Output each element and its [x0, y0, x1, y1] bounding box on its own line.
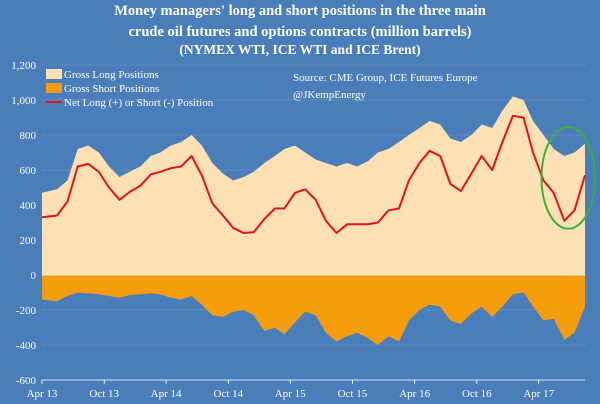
x-axis: Apr 13 Oct 13 Apr 14 Oct 14 Apr 15 Oct 15 Apr …	[27, 379, 585, 400]
y-axis: 1,200 1,000 800 600 400 200 0 -200 -400 -600	[11, 60, 36, 387]
chart-title: Money managers' long and short positions…	[114, 3, 486, 57]
title-line-2: crude oil futures and options contracts …	[128, 24, 471, 40]
net-position-line	[41, 114, 586, 234]
title-line-3: (NYMEX WTI, ICE WTI and ICE Brent)	[179, 42, 420, 57]
source-line-1: Source: CME Group, ICE Futures Europe	[293, 72, 478, 84]
legend-swatch-short	[46, 83, 62, 93]
legend-label-short: Gross Short Positions	[64, 83, 159, 95]
highlight-ellipse-shape	[540, 126, 596, 230]
net-position-line-path	[41, 114, 586, 234]
y-tick-label: -400	[16, 340, 37, 352]
legend: Gross Long Positions Gross Short Positio…	[46, 69, 214, 109]
gross-long-area-shape	[42, 96, 585, 275]
gross-short-area-shape	[42, 275, 585, 345]
y-tick-label: 1,200	[11, 60, 36, 72]
x-tick-label: Oct 13	[89, 388, 119, 400]
legend-swatch-long	[46, 69, 62, 79]
x-tick-label: Oct 16	[462, 388, 492, 400]
y-tick-label: 600	[20, 165, 37, 177]
y-tick-label: 1,000	[11, 95, 36, 107]
legend-label-net: Net Long (+) or Short (-) Position	[64, 97, 214, 109]
gross-long-area	[42, 96, 585, 275]
x-tick-label: Apr 17	[523, 388, 554, 400]
legend-label-long: Gross Long Positions	[64, 69, 159, 81]
x-tick-label: Oct 14	[214, 388, 244, 400]
x-tick-label: Apr 16	[399, 388, 430, 400]
y-tick-label: 800	[20, 130, 37, 142]
y-tick-label: -200	[16, 305, 37, 317]
y-tick-label: 400	[20, 200, 37, 212]
gross-short-area	[42, 275, 585, 345]
source-note: Source: CME Group, ICE Futures Europe @J…	[293, 72, 478, 101]
x-tick-label: Apr 15	[275, 388, 306, 400]
y-tick-label: -600	[16, 375, 37, 387]
x-tick-label: Apr 13	[27, 388, 58, 400]
y-tick-label: 200	[20, 235, 37, 247]
title-line-1: Money managers' long and short positions…	[114, 3, 486, 19]
y-tick-label: 0	[31, 270, 37, 282]
x-tick-label: Apr 14	[151, 388, 182, 400]
highlight-ellipse	[540, 126, 596, 230]
x-tick-label: Oct 15	[338, 388, 368, 400]
source-line-2: @JKempEnergy	[293, 89, 366, 101]
